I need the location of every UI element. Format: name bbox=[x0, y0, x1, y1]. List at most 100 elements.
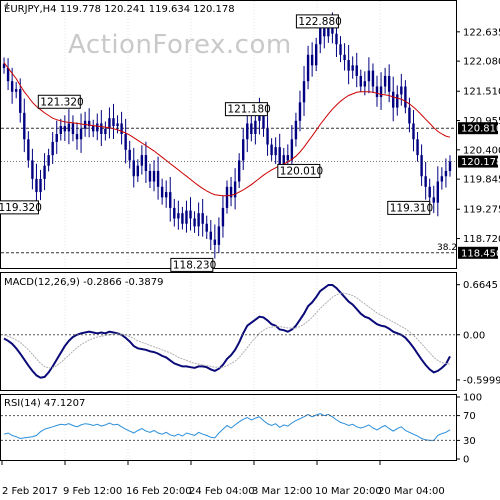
candle-body bbox=[262, 112, 265, 129]
candle-body bbox=[432, 197, 435, 203]
candle-body bbox=[79, 128, 83, 140]
time-tick-label: 24 Feb 04:00 bbox=[189, 486, 255, 497]
time-tick-label: 20 Mar 04:00 bbox=[378, 486, 445, 497]
candle-body bbox=[92, 126, 95, 132]
candle-body bbox=[237, 160, 241, 182]
candle-body bbox=[160, 186, 164, 198]
time-tick-label: 2 Feb 2017 bbox=[2, 486, 58, 497]
rsi-grid bbox=[64, 395, 381, 460]
candle-body bbox=[201, 213, 204, 224]
candle-body bbox=[404, 86, 407, 108]
candle-body bbox=[55, 134, 58, 142]
candle-body bbox=[221, 207, 225, 227]
candle-body bbox=[258, 112, 261, 121]
annotation-label: 121.320 bbox=[40, 96, 83, 108]
level-label-box bbox=[458, 122, 498, 135]
annotation-box bbox=[224, 102, 268, 117]
macd-title: MACD(12,26,9) -0.2866 -0.3879 bbox=[4, 277, 164, 288]
candle-body bbox=[23, 112, 26, 140]
menu-triangle-icon bbox=[4, 2, 8, 10]
candle-body bbox=[448, 161, 452, 171]
candle-body bbox=[379, 86, 383, 98]
candle-body bbox=[140, 155, 144, 166]
candle-body bbox=[323, 28, 326, 37]
candle-body bbox=[164, 192, 168, 198]
candle-body bbox=[177, 213, 180, 219]
price-tick-label: 122.635 bbox=[463, 27, 500, 38]
candle-body bbox=[327, 23, 330, 37]
macd-main-line bbox=[3, 284, 451, 379]
rsi-title: RSI(14) 47.1207 bbox=[4, 398, 85, 409]
candle-body bbox=[375, 86, 379, 98]
candle-body bbox=[436, 181, 440, 203]
candle-body bbox=[189, 210, 192, 219]
candle-body bbox=[367, 70, 371, 82]
price-tick-label: 120.955 bbox=[463, 116, 500, 127]
candle-body bbox=[286, 155, 290, 161]
candle-body bbox=[396, 94, 399, 108]
candle-body bbox=[444, 170, 448, 177]
candle-body bbox=[205, 223, 208, 232]
price-pane-frame bbox=[0, 0, 457, 269]
candle-body bbox=[302, 81, 306, 103]
candle-body bbox=[310, 54, 314, 66]
candle-body bbox=[156, 170, 160, 187]
candle-body bbox=[67, 123, 71, 132]
macd-axis: 0.6645 0.00 -0.5999 bbox=[1, 280, 500, 386]
level-label: 120.178 bbox=[461, 157, 500, 168]
candle-body bbox=[71, 123, 75, 134]
macd-tick-label: 0.6645 bbox=[463, 280, 498, 291]
candle-body bbox=[63, 126, 67, 132]
time-tick-label: 3 Mar 12:00 bbox=[252, 486, 312, 497]
candle-body bbox=[144, 155, 148, 171]
candle-body bbox=[408, 107, 411, 124]
candle-body bbox=[132, 160, 135, 177]
rsi-tick-label: 100 bbox=[463, 393, 482, 404]
candle-body bbox=[209, 231, 212, 240]
time-tick-label: 9 Feb 12:00 bbox=[63, 486, 122, 497]
candle-body bbox=[27, 139, 30, 161]
rsi-tick-label: 0 bbox=[463, 455, 469, 466]
candle-body bbox=[294, 120, 298, 140]
candle-body bbox=[412, 123, 415, 140]
candle-body bbox=[59, 126, 62, 134]
candle-body bbox=[428, 186, 431, 198]
candle-body bbox=[43, 165, 46, 179]
candle-body bbox=[298, 102, 302, 121]
candle-body bbox=[246, 123, 249, 140]
candle-body bbox=[213, 239, 217, 245]
annotation-label: 120.010 bbox=[280, 165, 323, 177]
candle-body bbox=[250, 123, 253, 134]
candle-body bbox=[96, 123, 99, 132]
candle-body bbox=[6, 68, 10, 82]
candle-body bbox=[363, 81, 367, 87]
candle-body bbox=[87, 120, 91, 127]
annotation-box bbox=[37, 94, 81, 109]
candle-body bbox=[424, 176, 427, 187]
time-tick-label: 10 Mar 20:00 bbox=[315, 486, 382, 497]
watermark: ActionForex.com bbox=[68, 30, 292, 60]
candle-body bbox=[10, 81, 14, 92]
price-tick-label: 120.400 bbox=[463, 145, 500, 156]
candle-body bbox=[116, 123, 119, 127]
candle-body bbox=[181, 213, 184, 224]
candle-body bbox=[339, 44, 342, 55]
annotation-label: 121.180 bbox=[227, 104, 270, 116]
rsi-line bbox=[3, 413, 451, 441]
candle-body bbox=[387, 75, 391, 92]
candle-body bbox=[392, 91, 395, 108]
candle-body bbox=[290, 139, 294, 161]
candle-body bbox=[197, 213, 200, 227]
price-tick-label: 118.720 bbox=[463, 234, 500, 245]
annotation-label: 119.320 bbox=[0, 202, 42, 214]
fib-label: 38.2 bbox=[437, 243, 457, 253]
annotation-label: 118.230 bbox=[173, 259, 216, 271]
candle-body bbox=[217, 226, 221, 245]
candle-body bbox=[282, 155, 285, 166]
candle-body bbox=[47, 155, 50, 166]
macd-pane-frame bbox=[0, 272, 457, 391]
candle-body bbox=[108, 118, 111, 129]
candle-body bbox=[51, 141, 54, 156]
candle-body bbox=[148, 170, 152, 182]
candle-body bbox=[420, 155, 423, 177]
